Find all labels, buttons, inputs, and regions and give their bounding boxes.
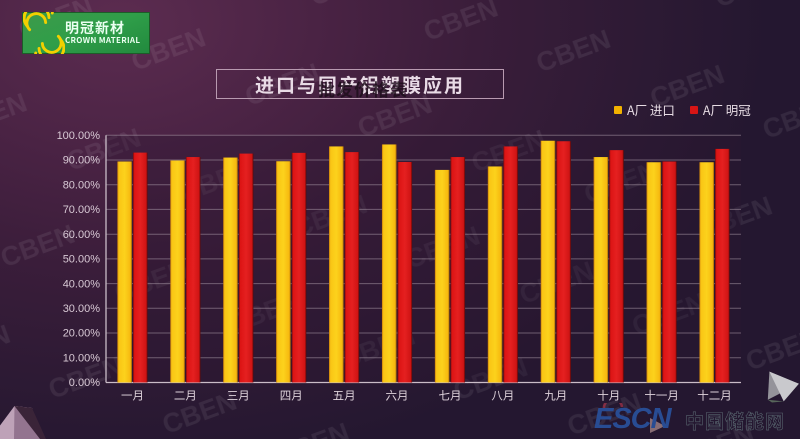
svg-text:三月: 三月 (227, 388, 250, 404)
svg-text:70.00%: 70.00% (63, 204, 101, 216)
svg-text:50.00%: 50.00% (63, 254, 101, 266)
svg-text:十二月: 十二月 (697, 388, 732, 404)
svg-text:九月: 九月 (544, 388, 567, 404)
svg-text:十月: 十月 (597, 388, 620, 404)
svg-text:二月: 二月 (174, 388, 197, 404)
svg-text:七月: 七月 (438, 388, 461, 404)
svg-text:10.00%: 10.00% (63, 353, 101, 365)
svg-text:20.00%: 20.00% (63, 328, 101, 340)
svg-text:五月: 五月 (333, 388, 356, 404)
svg-text:80.00%: 80.00% (63, 179, 101, 191)
svg-text:60.00%: 60.00% (63, 229, 101, 241)
svg-text:一月: 一月 (121, 388, 144, 404)
svg-text:六月: 六月 (386, 388, 409, 404)
svg-text:90.00%: 90.00% (63, 155, 101, 167)
svg-text:40.00%: 40.00% (63, 278, 101, 290)
svg-text:100.00%: 100.00% (57, 130, 101, 142)
svg-text:30.00%: 30.00% (63, 303, 101, 315)
svg-text:四月: 四月 (280, 388, 303, 404)
svg-text:十一月: 十一月 (644, 388, 679, 404)
svg-text:0.00%: 0.00% (69, 377, 100, 389)
svg-text:八月: 八月 (491, 388, 514, 404)
